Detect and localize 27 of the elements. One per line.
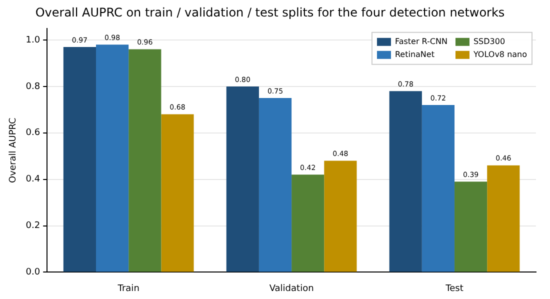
legend-label: Faster R-CNN — [394, 36, 448, 46]
legend-label: RetinaNet — [394, 50, 434, 59]
chart-title: Overall AUPRC on train / validation / test splits for the four detection networks — [35, 5, 505, 20]
bar — [389, 91, 422, 272]
y-tick-label: 0.8 — [26, 82, 40, 92]
bar — [292, 174, 324, 272]
legend-label: SSD300 — [473, 36, 506, 46]
y-tick-label: 0.2 — [26, 221, 40, 232]
x-tick-label: Test — [444, 284, 464, 294]
bar — [487, 165, 520, 272]
y-axis-title: Overall AUPRC — [8, 118, 19, 183]
bar — [128, 49, 162, 272]
bar — [226, 86, 259, 272]
bar — [324, 160, 357, 272]
bar — [161, 114, 194, 272]
bar — [454, 182, 488, 272]
legend-label: YOLOv8 nano — [472, 50, 528, 59]
x-tick-label: Train — [116, 284, 140, 294]
bar — [258, 98, 292, 272]
y-tick-label: 0.6 — [26, 128, 40, 138]
bar — [63, 46, 96, 272]
y-tick-label: 1.0 — [26, 35, 40, 46]
y-tick-label: 0.4 — [26, 174, 40, 185]
x-tick-label: Validation — [269, 284, 314, 294]
bar — [422, 105, 455, 272]
bar — [96, 44, 129, 272]
y-tick-label: 0.0 — [26, 268, 40, 278]
